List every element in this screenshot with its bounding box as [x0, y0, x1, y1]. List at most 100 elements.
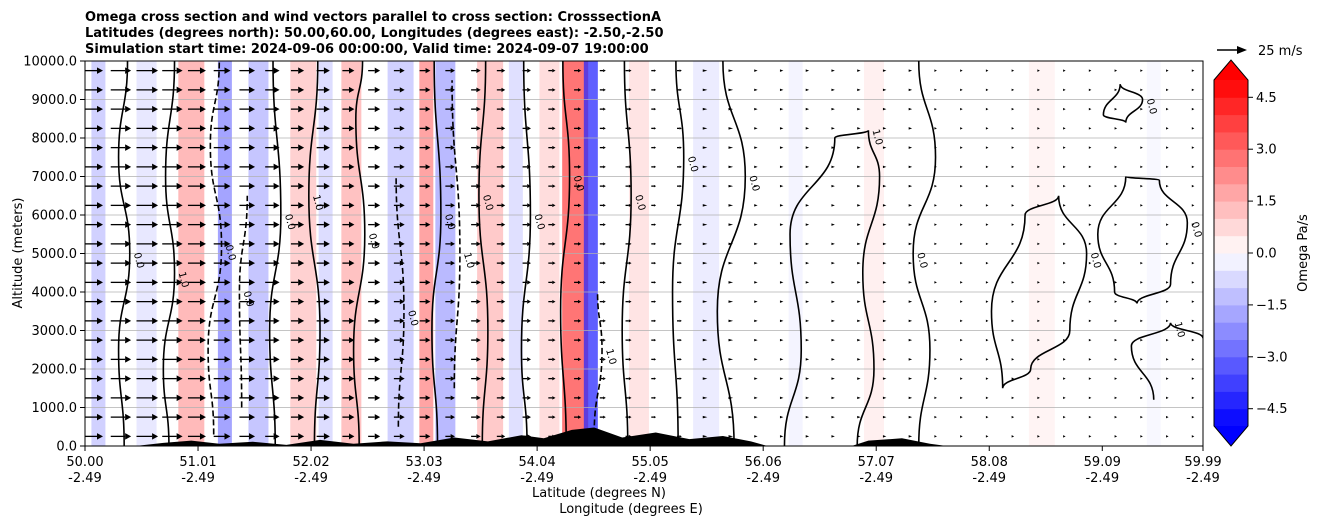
wind-vector-head: [1166, 358, 1169, 361]
wind-vector-head: [1140, 300, 1143, 303]
wind-vector-head: [249, 144, 256, 151]
wind-vector-4-4: [187, 356, 206, 363]
wind-vector-41-19: [1140, 69, 1143, 72]
wind-vector-14-2: [445, 395, 455, 401]
wind-vector-head: [176, 433, 183, 440]
wind-vector-head: [273, 356, 280, 363]
wind-vector-24-15: [702, 146, 708, 149]
plot-area: 0.01.00.00.00.01.00.00.00.01.00.00.00.01…: [85, 61, 1203, 446]
wind-vector-head: [653, 415, 657, 419]
wind-vector-10-17: [342, 106, 355, 113]
wind-vector-12-10: [393, 241, 405, 247]
wind-vector-5-19: [213, 67, 231, 74]
wind-vector-head: [152, 221, 159, 228]
wind-vector-head: [1011, 165, 1015, 169]
wind-vector-42-18: [1166, 88, 1169, 92]
wind-vector-head: [882, 127, 887, 130]
wind-vector-20-1: [599, 415, 606, 419]
wind-vector-3-4: [162, 356, 183, 363]
wind-vector-head: [450, 337, 455, 343]
wind-vector-head: [298, 144, 305, 151]
wind-vector-42-5: [1166, 338, 1169, 342]
wind-vector-head: [728, 69, 734, 72]
wind-vector-head: [578, 184, 582, 188]
wind-vector-head: [323, 125, 330, 132]
x-tick-label-8: 58.08: [971, 455, 1008, 470]
wind-vector-28-14: [805, 165, 810, 169]
wind-vector-head: [960, 146, 963, 149]
wind-vector-33-2: [934, 396, 937, 400]
wind-vector-31-12: [882, 204, 887, 207]
wind-vector-36-0: [1011, 435, 1015, 438]
wind-vector-head: [857, 358, 861, 361]
wind-vector-head: [805, 338, 810, 342]
wind-vector-head: [779, 281, 784, 284]
wind-vector-4-9: [187, 259, 206, 267]
wind-vector-37-3: [1037, 377, 1040, 380]
wind-vector-7-9: [265, 259, 280, 267]
wind-vector-20-17: [599, 107, 606, 111]
wind-vector-8-5: [290, 336, 305, 344]
wind-vector-27-2: [779, 396, 784, 400]
wind-vector-40-9: [1114, 261, 1118, 265]
wind-vector-head: [628, 126, 632, 130]
wind-vector-32-8: [908, 281, 913, 284]
x-tick-label2-0: -2.49: [68, 471, 102, 486]
wind-vector-35-17: [985, 107, 989, 111]
wind-vector-head: [857, 396, 861, 400]
wind-vector-head: [399, 414, 405, 420]
wind-vector-29-19: [831, 69, 835, 72]
wind-vector-21-1: [625, 415, 632, 419]
wind-vector-head: [805, 184, 810, 188]
wind-vector-head: [960, 107, 963, 111]
quiver-key-arrowhead: [1237, 46, 1247, 54]
wind-vector-11-13: [368, 183, 381, 190]
wind-vector-18-14: [548, 165, 556, 169]
quiver-key: 25 m/s: [1217, 44, 1303, 59]
wind-vector-31-7: [882, 300, 887, 303]
wind-vector-27-3: [779, 377, 784, 380]
wind-vector-14-19: [445, 68, 455, 74]
wind-vector-head: [1088, 184, 1092, 188]
wind-vector-28-2: [805, 396, 810, 400]
wind-vector-head: [628, 88, 632, 92]
wind-vector-head: [224, 298, 231, 305]
x-tick-label-0: 50.00: [66, 455, 103, 470]
wind-vector-18-16: [548, 126, 556, 131]
wind-vector-head: [273, 86, 280, 94]
wind-vector-head: [224, 163, 231, 171]
wind-vector-head: [425, 260, 431, 266]
wind-vector-14-0: [445, 433, 455, 439]
wind-vector-head: [831, 223, 835, 226]
x-tick-label-1: 51.01: [179, 455, 216, 470]
wind-vector-head: [908, 165, 913, 169]
wind-vector-27-17: [779, 107, 784, 111]
contour-label-8: 0.0: [442, 213, 457, 231]
wind-vector-19-17: [574, 107, 582, 111]
wind-vector-head: [702, 184, 708, 188]
wind-vector-head: [125, 240, 132, 248]
wind-vector-head: [399, 318, 405, 324]
wind-vector-head: [224, 317, 231, 325]
wind-vector-15-5: [471, 337, 481, 343]
wind-vector-8-17: [290, 105, 305, 113]
wind-vector-37-8: [1037, 281, 1040, 284]
wind-vector-head: [934, 281, 937, 284]
wind-vector-1-9: [110, 259, 132, 267]
wind-vector-head: [702, 223, 708, 226]
wind-vector-head: [1191, 69, 1195, 72]
wind-vector-head: [1037, 146, 1040, 149]
wind-vector-head: [754, 358, 758, 361]
wind-vector-14-8: [445, 279, 455, 285]
wind-vector-11-10: [368, 240, 381, 247]
wind-vector-16-9: [496, 261, 506, 266]
wind-vector-42-8: [1166, 281, 1169, 284]
wind-vector-2-4: [136, 356, 159, 363]
wind-vector-41-4: [1140, 358, 1143, 361]
wind-vector-head: [1011, 300, 1015, 303]
wind-vector-15-0: [471, 433, 481, 439]
wind-vector-head: [754, 435, 758, 438]
wind-vector-43-5: [1191, 338, 1195, 342]
wind-vector-head: [399, 164, 405, 170]
wind-vector-head: [831, 377, 835, 380]
